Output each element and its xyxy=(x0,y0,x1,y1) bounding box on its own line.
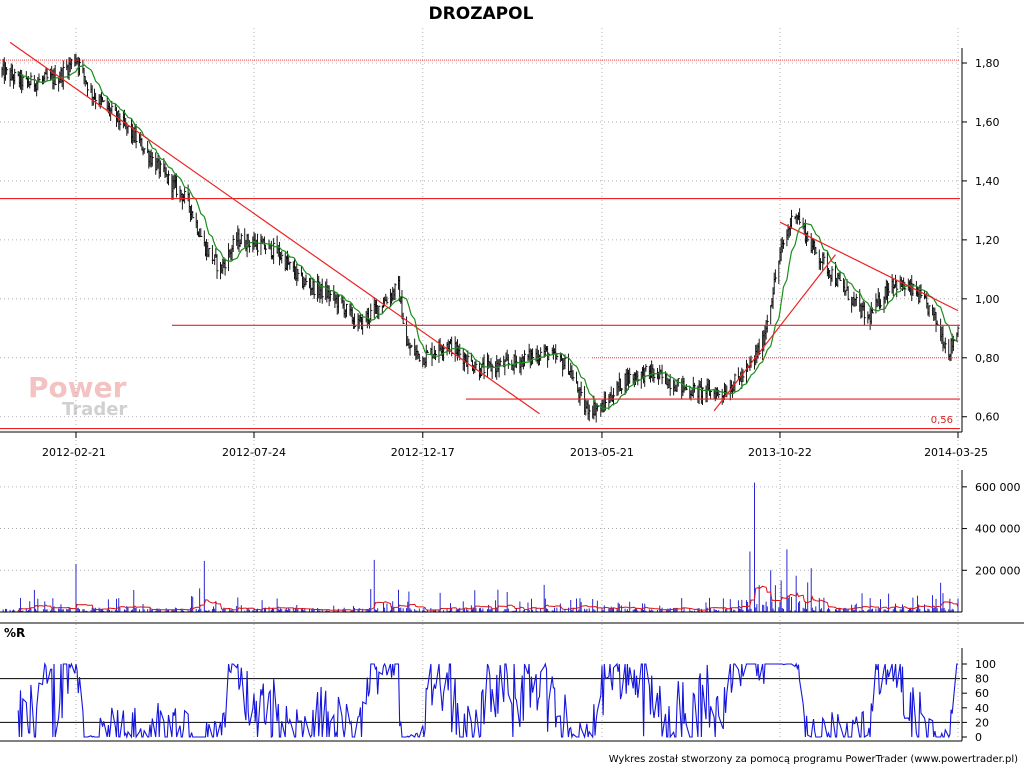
oscillator-tick-label: 20 xyxy=(975,716,989,729)
volume-tick-label: 400 000 xyxy=(975,523,1021,536)
price-tick-label: 1,00 xyxy=(975,293,1000,306)
trend-line xyxy=(779,221,959,312)
chart-title: DROZAPOL xyxy=(429,4,534,24)
oscillator-tick-label: 60 xyxy=(975,687,989,700)
date-tick-label: 2014-03-25 xyxy=(924,446,988,459)
price-tick-label: 1,80 xyxy=(975,57,1000,70)
volume-y-axis: 200 000 400 000 600 000 xyxy=(0,470,1021,613)
watermark-bottom: Trader xyxy=(62,399,127,420)
date-tick-label: 2013-05-21 xyxy=(570,446,634,459)
price-panel: DROZAPOL 0,56 0,60 0,80 1,00 1,20 1,40 1,60 1,… xyxy=(0,4,1000,740)
price-moving-average xyxy=(20,64,959,410)
price-tick-label: 1,20 xyxy=(975,234,1000,247)
support-resistance-lines xyxy=(0,59,960,430)
price-tick-label: 1,60 xyxy=(975,116,1000,129)
volume-tick-label: 200 000 xyxy=(975,564,1021,577)
low-annotation: 0,56 xyxy=(931,415,953,426)
oscillator-tick-label: 100 xyxy=(975,658,996,671)
date-axis: 2012-02-21 2012-07-24 2012-12-17 2013-05-21… xyxy=(0,431,988,459)
oscillator-tick-label: 0 xyxy=(975,731,982,744)
price-tick-label: 1,40 xyxy=(975,175,1000,188)
oscillator-tick-label: 40 xyxy=(975,702,989,715)
price-tick-label: 0,80 xyxy=(975,352,1000,365)
watermark-top: Power xyxy=(28,371,127,404)
volume-moving-average xyxy=(18,585,959,611)
volume-tick-label: 600 000 xyxy=(975,481,1021,494)
powertrader-watermark: Power Trader xyxy=(28,371,127,420)
volume-panel: 200 000 400 000 600 000 xyxy=(0,470,1021,613)
oscillator-title: %R xyxy=(4,626,25,640)
oscillator-line xyxy=(17,662,958,740)
price-tick-label: 0,60 xyxy=(975,411,1000,424)
date-tick-label: 2012-02-21 xyxy=(42,446,106,459)
price-bars xyxy=(1,53,960,423)
date-tick-label: 2012-12-17 xyxy=(391,446,455,459)
trend-line xyxy=(9,41,540,415)
trend-line xyxy=(713,254,836,412)
date-tick-label: 2012-07-24 xyxy=(222,446,286,459)
price-grid xyxy=(0,28,959,740)
oscillator-tick-label: 80 xyxy=(975,673,989,686)
trend-lines xyxy=(9,41,959,415)
price-y-axis: 0,60 0,80 1,00 1,20 1,40 1,60 1,80 xyxy=(961,48,1000,432)
date-tick-label: 2013-10-22 xyxy=(748,446,812,459)
footer-credit: Wykres został stworzony za pomocą progra… xyxy=(609,754,1018,765)
